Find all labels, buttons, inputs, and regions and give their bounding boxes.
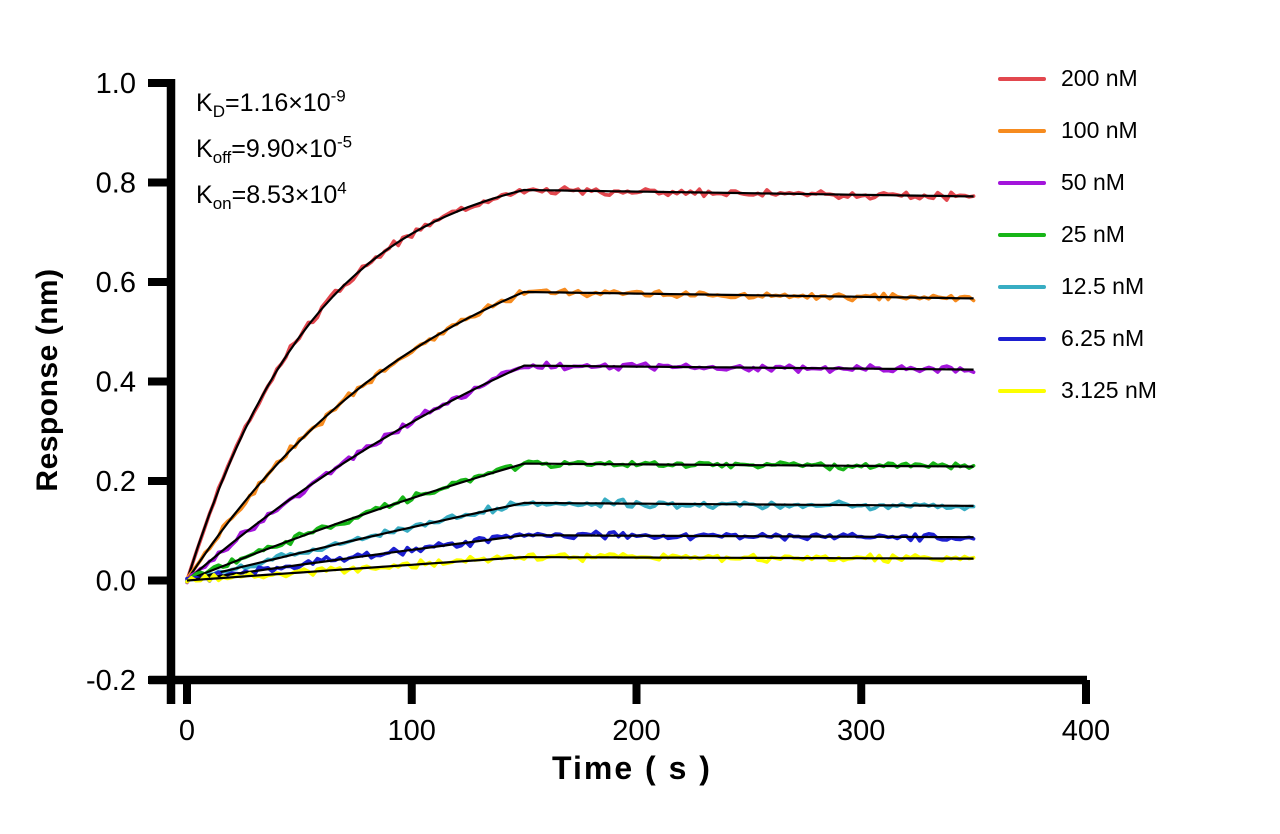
kon-value: =8.53×10 xyxy=(231,181,338,209)
data-curve-25-nM xyxy=(185,459,976,584)
legend-color-line xyxy=(998,180,1046,185)
legend-item-6.25nM: 6.25 nM xyxy=(998,325,1157,351)
legend-color-line xyxy=(998,336,1046,341)
data-curve-200-nM xyxy=(185,185,976,583)
fit-line-100-nM xyxy=(186,290,974,582)
y-tick-label: 1.0 xyxy=(96,68,136,100)
x-tick-label: 100 xyxy=(388,715,436,747)
x-tick-label: 400 xyxy=(1062,715,1110,747)
legend-label: 3.125 nM xyxy=(1061,377,1157,403)
legend-label: 50 nM xyxy=(1061,169,1125,195)
kon-exponent: 4 xyxy=(337,178,347,198)
fit-line-200-nM xyxy=(185,188,974,581)
kd-subscript: D xyxy=(212,102,225,121)
kon-annotation: Kon=8.53×104 xyxy=(196,172,352,218)
data-curve-12.5-nM xyxy=(185,497,976,583)
fit-line-12.5-nM xyxy=(186,501,974,582)
legend: 200 nM 100 nM 50 nM 25 nM 12.5 nM 6.25 n… xyxy=(998,65,1157,403)
y-axis-title: Response (nm) xyxy=(31,268,64,492)
kd-symbol: K xyxy=(196,89,213,117)
koff-value: =9.90×10 xyxy=(231,135,337,163)
legend-item-3.125nM: 3.125 nM xyxy=(998,377,1157,403)
legend-color-line xyxy=(998,76,1046,81)
kon-symbol: K xyxy=(196,181,213,209)
legend-color-line xyxy=(998,388,1046,393)
kinetics-annotation: KD=1.16×10-9 Koff=9.90×10-5 Kon=8.53×104 xyxy=(196,80,352,218)
koff-exponent: -5 xyxy=(336,132,353,152)
legend-item-50nM: 50 nM xyxy=(998,169,1157,195)
legend-label: 12.5 nM xyxy=(1061,273,1145,299)
legend-color-line xyxy=(998,128,1046,133)
axes-layer: 1.0 0.8 0.6 0.4 0.2 0.0 -0.2 0 100 200 300 400 xyxy=(86,68,1110,747)
data-curve-3.125-nM xyxy=(185,552,976,584)
curves-layer xyxy=(185,185,976,585)
y-tick-label: -0.2 xyxy=(86,665,136,697)
legend-item-100nM: 100 nM xyxy=(998,117,1157,143)
koff-symbol: K xyxy=(196,135,213,163)
legend-color-line xyxy=(998,284,1046,289)
y-tick-label: 0.8 xyxy=(96,168,136,200)
legend-label: 6.25 nM xyxy=(1061,325,1145,351)
legend-item-200nM: 200 nM xyxy=(998,65,1157,91)
legend-color-line xyxy=(998,232,1046,237)
data-curve-50-nM xyxy=(185,360,976,585)
koff-annotation: Koff=9.90×10-5 xyxy=(196,126,352,172)
y-tick-label: 0.4 xyxy=(96,367,136,399)
y-tick-label: 0.6 xyxy=(96,267,136,299)
x-tick-label: 0 xyxy=(179,715,195,747)
x-axis-title: Time ( s ) xyxy=(552,750,712,786)
kd-value: =1.16×10 xyxy=(224,89,331,117)
x-tick-label: 300 xyxy=(837,715,885,747)
legend-label: 200 nM xyxy=(1061,65,1138,91)
x-tick-label: 200 xyxy=(612,715,660,747)
legend-item-25nM: 25 nM xyxy=(998,221,1157,247)
kon-subscript: on xyxy=(212,194,232,213)
legend-label: 25 nM xyxy=(1061,221,1125,247)
data-curve-6.25-nM xyxy=(185,529,976,583)
legend-label: 100 nM xyxy=(1061,117,1138,143)
y-tick-label: 0.0 xyxy=(96,566,136,598)
legend-item-12.5nM: 12.5 nM xyxy=(998,273,1157,299)
fit-line-6.25-nM xyxy=(186,534,974,582)
fit-line-3.125-nM xyxy=(186,556,974,582)
y-tick-label: 0.2 xyxy=(96,466,136,498)
koff-subscript: off xyxy=(212,148,232,167)
kd-annotation: KD=1.16×10-9 xyxy=(196,80,352,126)
fit-line-25-nM xyxy=(186,462,974,582)
kd-exponent: -9 xyxy=(330,86,346,106)
fit-line-50-nM xyxy=(186,364,974,582)
